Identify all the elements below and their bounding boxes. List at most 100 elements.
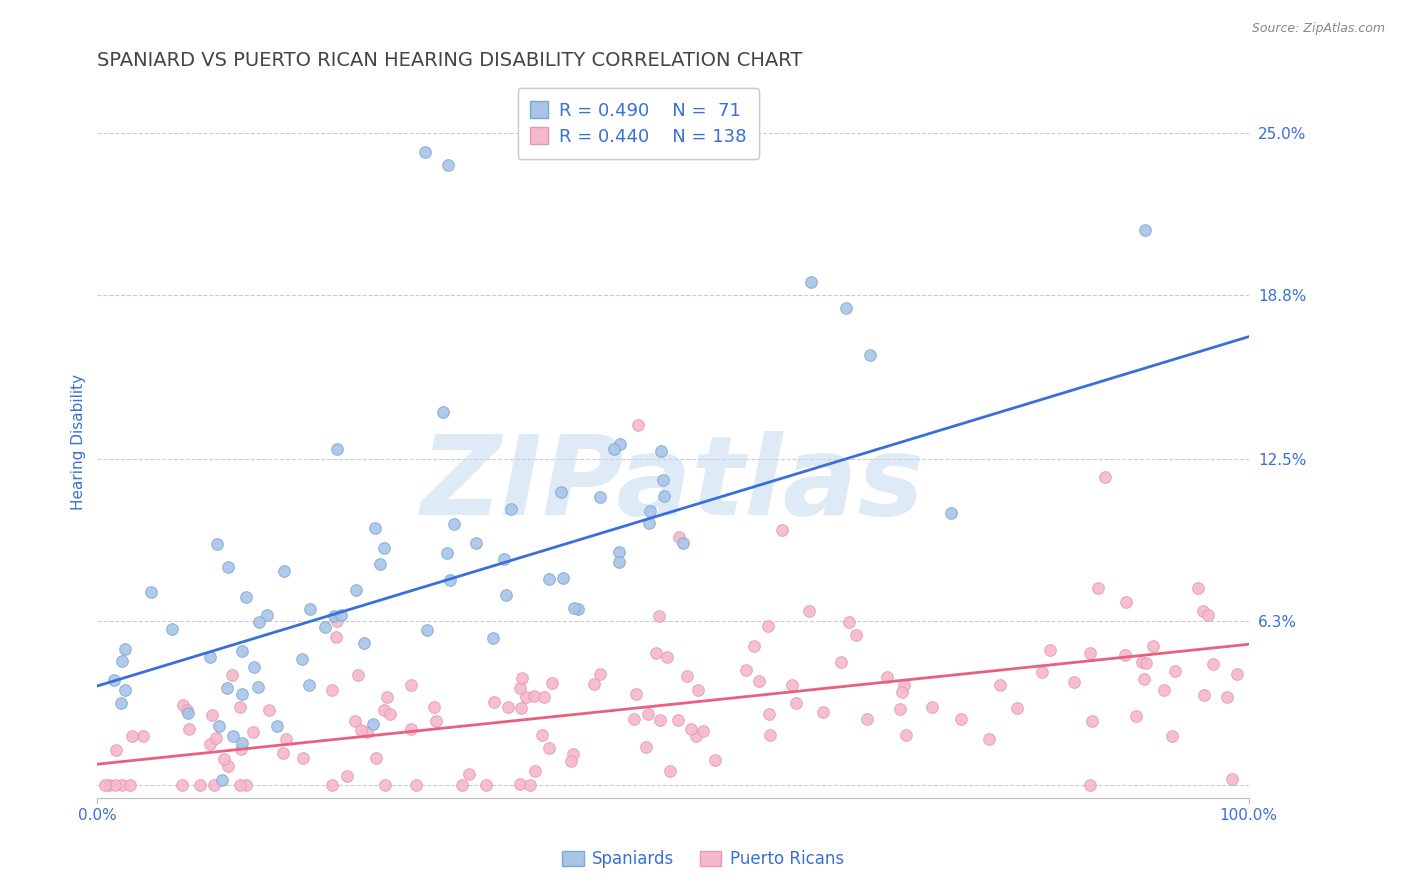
Point	[1160, 729, 1182, 743]
Point	[103, 673, 125, 688]
Point	[834, 301, 856, 315]
Point	[323, 608, 346, 623]
Point	[890, 684, 912, 698]
Point	[1130, 655, 1153, 669]
Point	[1080, 714, 1102, 728]
Point	[609, 555, 631, 569]
Point	[634, 740, 657, 755]
Point	[399, 678, 422, 692]
Point	[648, 714, 671, 728]
Point	[949, 712, 972, 726]
Point	[1187, 581, 1209, 595]
Point	[797, 604, 820, 618]
Point	[519, 778, 541, 792]
Point	[276, 731, 298, 746]
Point	[1192, 689, 1215, 703]
Point	[222, 729, 245, 743]
Point	[176, 703, 198, 717]
Point	[347, 668, 370, 682]
Point	[273, 564, 295, 578]
Point	[242, 660, 264, 674]
Point	[201, 708, 224, 723]
Point	[205, 731, 228, 745]
Point	[859, 348, 882, 362]
Point	[1197, 607, 1219, 622]
Point	[531, 728, 554, 742]
Point	[231, 736, 253, 750]
Point	[229, 742, 252, 756]
Point	[1133, 223, 1156, 237]
Text: Source: ZipAtlas.com: Source: ZipAtlas.com	[1251, 22, 1385, 36]
Point	[652, 490, 675, 504]
Point	[221, 668, 243, 682]
Point	[247, 680, 270, 694]
Point	[121, 729, 143, 743]
Point	[509, 777, 531, 791]
Point	[650, 444, 672, 458]
Point	[1063, 675, 1085, 690]
Y-axis label: Hearing Disability: Hearing Disability	[72, 375, 86, 510]
Point	[336, 769, 359, 783]
Point	[553, 571, 575, 585]
Point	[758, 707, 780, 722]
Point	[329, 608, 352, 623]
Point	[921, 700, 943, 714]
Point	[464, 536, 486, 550]
Point	[458, 767, 481, 781]
Point	[676, 669, 699, 683]
Point	[657, 649, 679, 664]
Point	[111, 778, 134, 792]
Point	[104, 778, 127, 792]
Point	[437, 158, 460, 172]
Point	[492, 552, 515, 566]
Point	[363, 717, 385, 731]
Point	[321, 683, 343, 698]
Point	[215, 681, 238, 696]
Point	[624, 687, 647, 701]
Point	[609, 436, 631, 450]
Point	[326, 442, 349, 457]
Point	[399, 722, 422, 736]
Point	[672, 536, 695, 550]
Point	[668, 530, 690, 544]
Point	[202, 778, 225, 792]
Point	[499, 501, 522, 516]
Point	[627, 418, 650, 433]
Point	[648, 609, 671, 624]
Point	[235, 778, 257, 792]
Point	[990, 678, 1012, 692]
Point	[242, 725, 264, 739]
Point	[375, 690, 398, 705]
Point	[373, 703, 395, 717]
Point	[298, 602, 321, 616]
Point	[1080, 646, 1102, 660]
Point	[235, 591, 257, 605]
Point	[415, 623, 437, 637]
Point	[780, 677, 803, 691]
Point	[838, 615, 860, 629]
Point	[172, 778, 194, 792]
Point	[1087, 582, 1109, 596]
Point	[876, 670, 898, 684]
Point	[475, 778, 498, 792]
Point	[353, 636, 375, 650]
Point	[326, 615, 349, 629]
Point	[523, 690, 546, 704]
Point	[212, 752, 235, 766]
Point	[1031, 665, 1053, 680]
Point	[188, 778, 211, 792]
Point	[623, 712, 645, 726]
Point	[541, 675, 564, 690]
Point	[266, 718, 288, 732]
Point	[104, 743, 127, 757]
Point	[364, 521, 387, 535]
Point	[510, 671, 533, 685]
Point	[325, 630, 347, 644]
Point	[845, 628, 868, 642]
Point	[589, 490, 612, 504]
Point	[405, 778, 427, 792]
Point	[366, 751, 388, 765]
Point	[198, 650, 221, 665]
Point	[811, 705, 834, 719]
Point	[523, 764, 546, 779]
